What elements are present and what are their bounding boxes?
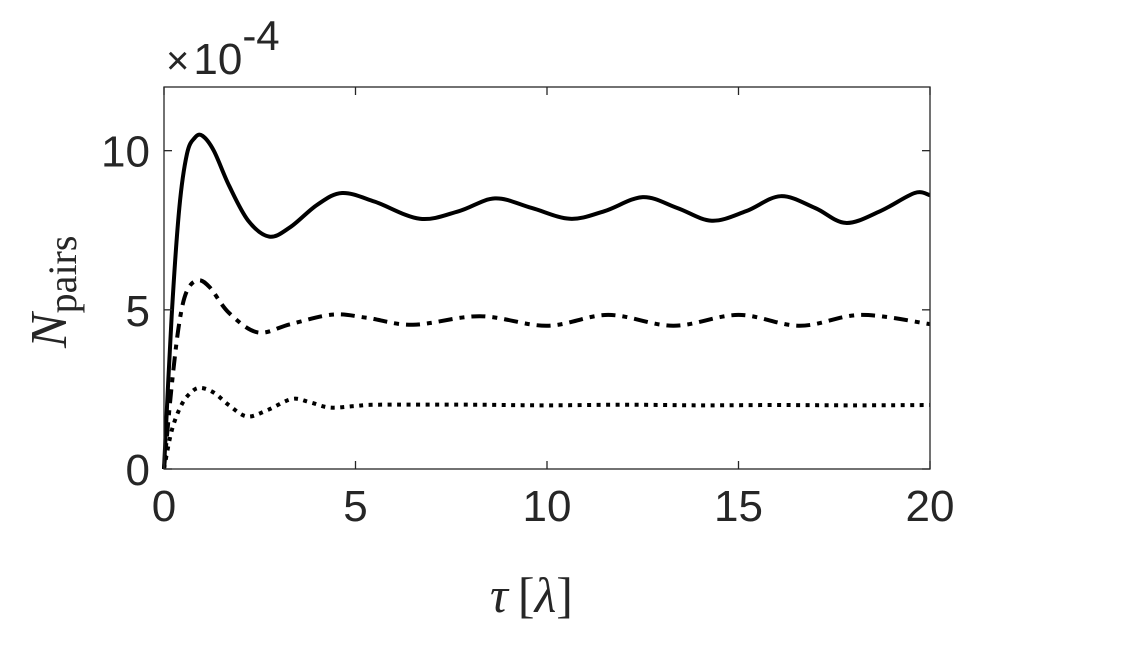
x-tick-label: 0 [152,482,176,531]
x-axis-symbol: τ [490,567,510,623]
x-tick-label: 20 [906,482,955,531]
series-line-dotted [162,385,931,470]
x-tick-label: 15 [714,482,763,531]
x-axis-bracket-close: ] [556,567,573,623]
x-axis-bracket-open: [ [518,567,535,623]
series-line-dash-dot [162,278,931,470]
plot-lines [162,132,931,470]
series-line-solid [162,132,931,470]
x-tick-label: 5 [343,482,367,531]
y-exponent-label: ×10-4 [166,12,280,84]
exponent-power: -4 [242,12,279,59]
x-axis-unit: λ [533,567,557,623]
axes-box [163,86,931,470]
y-axis-subscript: pairs [40,236,85,314]
times-symbol: × [166,39,189,83]
exponent-base: 10 [193,35,242,84]
y-tick-labels: 0 5 10 [101,128,150,495]
x-axis-label: τ [λ] [490,567,573,623]
x-tick-label: 10 [523,482,572,531]
y-axis-label: Npairs [21,236,85,349]
y-tick-label: 5 [126,287,150,336]
y-axis-base: N [21,310,78,349]
axis-ticks [163,87,931,470]
y-tick-label: 10 [101,128,150,177]
x-tick-labels: 0 5 10 15 20 [152,482,955,531]
y-tick-label: 0 [126,446,150,495]
